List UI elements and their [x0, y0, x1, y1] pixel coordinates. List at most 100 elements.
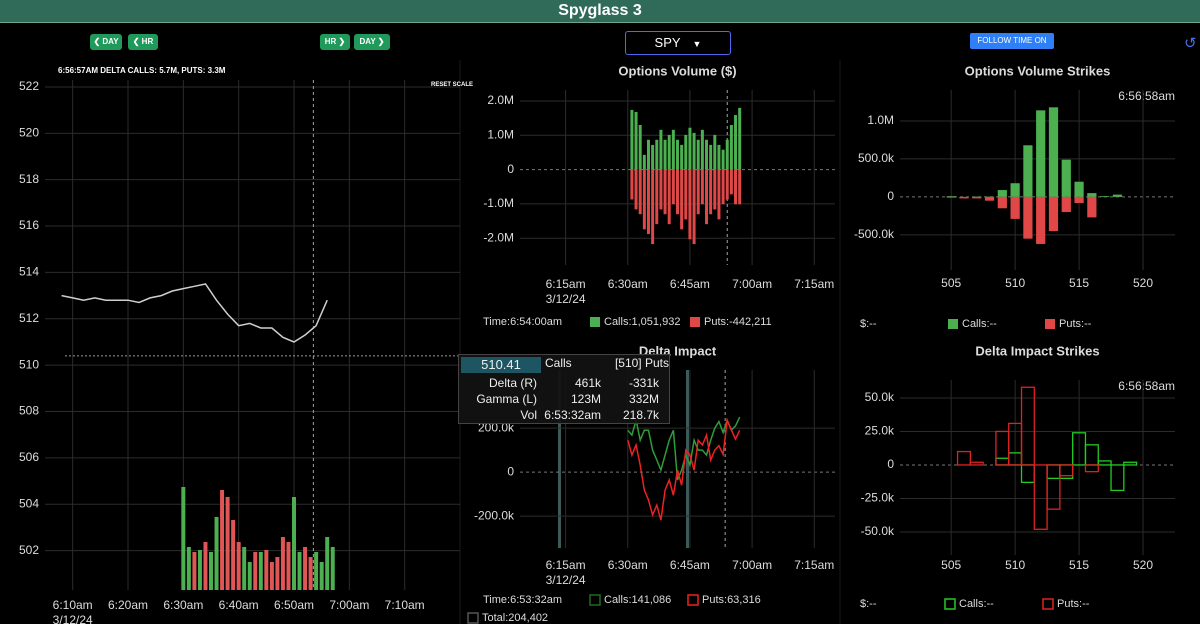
tooltip-price: 510.41 — [461, 357, 541, 373]
step-box — [1020, 464, 1035, 484]
bar — [258, 552, 263, 590]
bar — [1074, 196, 1084, 203]
bar — [709, 144, 713, 170]
bar — [197, 550, 202, 590]
bar — [688, 127, 692, 170]
bar — [642, 169, 646, 230]
x-tick-label: 6:45am — [670, 558, 710, 572]
bar — [729, 125, 733, 170]
bar — [692, 132, 696, 170]
step-box — [1020, 386, 1035, 466]
legend-label: $:-- — [860, 318, 877, 330]
y-tick-label: 2.0M — [487, 93, 514, 107]
bar — [671, 129, 675, 170]
timestamp: 6:56:58am — [1118, 379, 1175, 393]
x-tick-label: 7:10am — [385, 598, 425, 612]
bar — [319, 562, 324, 590]
x-tick-label: 520 — [1133, 558, 1153, 572]
bar — [634, 169, 638, 210]
legend-swatch — [589, 594, 601, 606]
y-tick-label: 522 — [19, 79, 39, 93]
step-box — [1084, 464, 1099, 473]
prev-day-button[interactable]: ❮ DAY — [90, 34, 122, 50]
y-tick-label: 25.0k — [865, 424, 895, 438]
x-tick-label: 515 — [1069, 558, 1089, 572]
data-line — [627, 417, 741, 521]
next-day-button[interactable]: DAY ❯ — [354, 34, 390, 50]
step-box — [995, 430, 1010, 466]
legend-swatch — [590, 317, 600, 327]
x-tick-label: 7:15am — [794, 558, 834, 572]
y-tick-label: 0 — [887, 189, 894, 203]
legend-label: Total:204,402 — [482, 612, 548, 624]
reset-scale-button[interactable]: RESET SCALE — [431, 82, 474, 88]
follow-time-button[interactable]: FOLLOW TIME ON — [970, 33, 1054, 49]
bar — [721, 149, 725, 170]
next-hour-button[interactable]: HR ❯ — [320, 34, 350, 50]
x-tick-label: 6:15am — [546, 277, 586, 291]
legend-label: Puts:-442,211 — [704, 316, 772, 328]
ticker-select[interactable]: SPY ▼ — [625, 31, 731, 55]
bar — [946, 196, 956, 198]
bar — [659, 169, 663, 210]
bar — [705, 169, 709, 225]
bar — [651, 144, 655, 170]
x-tick-label: 6:20am — [108, 598, 148, 612]
x-tick-label: 6:50am — [274, 598, 314, 612]
x-tick-label: 6:40am — [219, 598, 259, 612]
tooltip-row: Delta (R) 461k -331k — [459, 375, 669, 391]
bar — [181, 487, 186, 590]
bar — [308, 557, 313, 590]
bar — [1100, 196, 1110, 197]
tooltip-cell: 332M — [628, 392, 659, 406]
x-tick-label: 7:15am — [794, 277, 834, 291]
y-tick-label: 512 — [19, 311, 39, 325]
tooltip: 510.41 Calls [510] Puts Delta (R) 461k -33… — [458, 354, 670, 424]
y-tick-label: 502 — [19, 543, 39, 557]
bar — [667, 134, 671, 170]
legend-label: Calls:-- — [959, 598, 994, 610]
bar — [630, 169, 634, 200]
bar — [738, 169, 742, 205]
refresh-icon[interactable]: ↺ — [1184, 35, 1197, 52]
tooltip-cell: Gamma (L) — [476, 392, 537, 406]
bar — [280, 537, 285, 590]
bar — [209, 552, 213, 590]
bar — [1036, 110, 1046, 197]
bar — [247, 562, 252, 590]
bar — [275, 557, 280, 590]
bar — [1061, 196, 1071, 213]
step-box — [1033, 464, 1048, 530]
prev-hour-button[interactable]: ❮ HR — [128, 34, 158, 50]
app-title: Spyglass 3 — [0, 0, 1200, 23]
bar — [688, 169, 692, 240]
bar — [663, 169, 667, 215]
legend-swatch — [467, 612, 479, 624]
legend-label: Puts:-- — [1057, 598, 1090, 610]
legend-label: Calls:141,086 — [604, 594, 671, 606]
chart-title: Options Volume Strikes — [965, 63, 1111, 78]
tooltip-cell: -331k — [628, 376, 659, 390]
bar — [192, 552, 197, 590]
bar — [646, 169, 650, 235]
bar — [692, 169, 696, 245]
bar — [997, 196, 1007, 209]
tooltip-head: Calls — [545, 356, 572, 370]
y-tick-label: 0 — [507, 464, 514, 478]
bar — [646, 139, 650, 170]
x-tick-label: 505 — [941, 276, 961, 290]
y-tick-label: 514 — [19, 265, 39, 279]
step-box — [1046, 464, 1061, 510]
date-label: 3/12/24 — [53, 613, 93, 624]
x-tick-label: 510 — [1005, 276, 1025, 290]
bar — [725, 139, 729, 170]
x-tick-label: 6:30am — [608, 277, 648, 291]
step-box — [1110, 464, 1125, 492]
bar — [946, 196, 956, 197]
x-tick-label: 6:15am — [546, 558, 586, 572]
bar — [738, 107, 742, 170]
bar — [959, 196, 969, 199]
legend-swatch — [1045, 319, 1055, 329]
y-tick-label: 504 — [19, 496, 39, 510]
legend-label: Calls:1,051,932 — [604, 316, 680, 328]
